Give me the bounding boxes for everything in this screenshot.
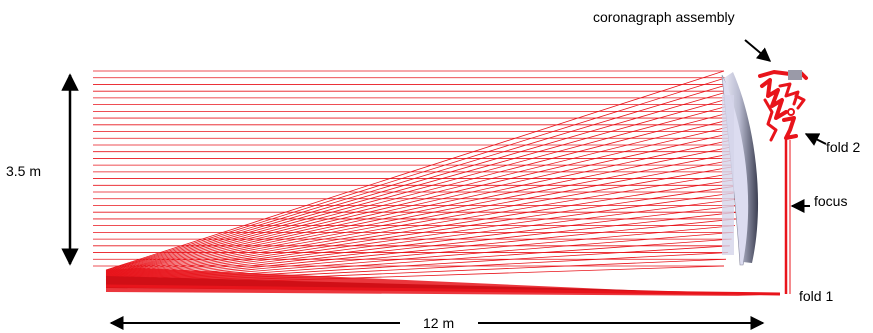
coronagraph-assembly-shape xyxy=(758,70,808,142)
converging-ray xyxy=(105,97,732,273)
converging-ray xyxy=(105,198,740,281)
converging-ray xyxy=(105,90,730,273)
coronagraph-grey-block xyxy=(788,70,802,80)
width-label: 12 m xyxy=(423,315,454,331)
converging-ray xyxy=(105,171,743,279)
converging-ray xyxy=(105,70,725,271)
primary-mirror-face xyxy=(722,95,734,255)
coronagraph-pointer xyxy=(744,39,772,62)
converging-ray xyxy=(105,131,739,276)
converging-ray xyxy=(105,164,743,279)
converging-ray xyxy=(105,151,742,278)
converging-ray xyxy=(105,84,728,272)
converging-ray xyxy=(105,205,739,282)
converging-ray xyxy=(105,211,738,282)
converging-ray xyxy=(105,178,742,280)
converging-rays xyxy=(105,70,743,287)
focus-label: focus xyxy=(814,193,847,209)
primary-mirror-body xyxy=(724,72,759,263)
converging-ray xyxy=(105,158,742,278)
converging-ray xyxy=(105,124,738,275)
converging-ray xyxy=(105,137,740,276)
fold2-label: fold 2 xyxy=(826,139,860,155)
converging-ray xyxy=(105,117,737,275)
coronagraph-label: coronagraph assembly xyxy=(593,9,735,25)
converging-ray xyxy=(105,104,734,274)
converging-ray xyxy=(105,184,742,280)
converging-ray xyxy=(105,110,735,274)
converging-ray xyxy=(105,144,741,277)
fold2-pointer xyxy=(804,133,827,146)
fold1-label: fold 1 xyxy=(799,288,833,304)
converging-ray xyxy=(105,77,727,271)
converging-ray xyxy=(105,191,741,281)
beam-to-fold1 xyxy=(105,284,781,296)
height-label: 3.5 m xyxy=(6,163,41,179)
